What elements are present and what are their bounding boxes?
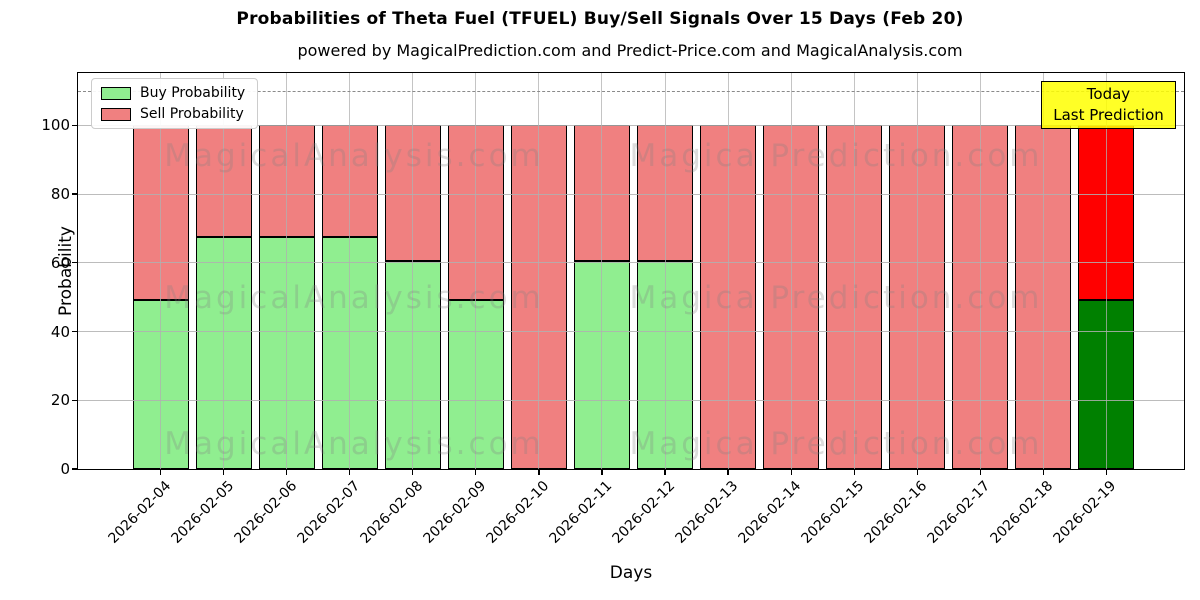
buy-swatch-icon [101, 86, 131, 100]
today-annotation-line1: Today [1086, 85, 1131, 103]
y-tick-mark [72, 193, 78, 195]
h-gridline [78, 262, 1184, 264]
y-tick-label: 60 [50, 253, 70, 272]
h-gridline [78, 124, 1184, 126]
x-tick-mark [601, 469, 603, 475]
v-gridline [916, 73, 918, 469]
x-tick-mark [916, 469, 918, 475]
y-tick-mark [72, 399, 78, 401]
today-annotation-line2: Last Prediction [1053, 106, 1164, 124]
chart-title: Probabilities of Theta Fuel (TFUEL) Buy/… [236, 9, 964, 29]
v-gridline [349, 73, 351, 469]
y-tick-label: 80 [50, 185, 70, 203]
x-tick-mark [1042, 469, 1045, 475]
v-gridline [979, 73, 981, 469]
x-tick-mark [664, 469, 666, 475]
x-tick-mark [412, 469, 414, 475]
legend-label-sell: Sell Probability [140, 106, 244, 122]
v-gridline [475, 73, 477, 469]
v-gridline [412, 73, 414, 469]
y-tick-mark [72, 124, 78, 126]
v-gridline [1042, 73, 1044, 469]
x-tick-mark [1105, 469, 1108, 475]
y-tick-mark [72, 330, 78, 333]
v-gridline [727, 73, 729, 469]
v-gridline [160, 73, 162, 469]
v-gridline [1105, 73, 1107, 469]
v-gridline [664, 73, 666, 469]
y-tick-label: 20 [50, 391, 70, 410]
v-gridline [538, 73, 540, 469]
v-gridline [853, 73, 855, 469]
v-gridline [286, 73, 288, 469]
x-tick-mark [979, 469, 981, 475]
y-tick-label: 100 [41, 116, 70, 135]
x-tick-mark [159, 469, 162, 475]
y-tick-mark [72, 262, 78, 264]
legend-item-sell: Sell Probability [101, 106, 245, 122]
h-gridline [78, 331, 1184, 332]
x-tick-mark [286, 469, 288, 475]
legend-label-buy: Buy Probability [140, 85, 246, 101]
plot-area: Probability Days MagicalAnalysis.com Magi… [41, 72, 1185, 583]
x-tick-mark [475, 469, 477, 475]
v-gridline [223, 73, 225, 469]
x-axis-label: Days [609, 563, 653, 583]
x-tick-mark [538, 469, 540, 475]
x-tick-mark [727, 469, 729, 475]
y-tick-label: 0 [60, 460, 70, 478]
x-tick-mark [222, 469, 225, 475]
sell-swatch-icon [101, 107, 131, 121]
h-gridline [78, 399, 1184, 401]
legend-item-buy: Buy Probability [101, 85, 245, 101]
today-annotation-box: Today Last Prediction [1041, 81, 1176, 129]
h-gridline [78, 193, 1184, 195]
legend: Buy Probability Sell Probability [91, 78, 259, 129]
x-tick-mark [790, 469, 792, 475]
y-tick-mark [72, 468, 78, 470]
threshold-dashed-line [78, 90, 1184, 92]
x-tick-mark [853, 469, 855, 475]
chart-subtitle: powered by MagicalPrediction.com and Pre… [297, 41, 963, 60]
x-tick-mark [349, 469, 351, 475]
y-tick-label: 40 [50, 322, 70, 341]
v-gridline [790, 73, 792, 469]
v-gridline [601, 73, 603, 469]
